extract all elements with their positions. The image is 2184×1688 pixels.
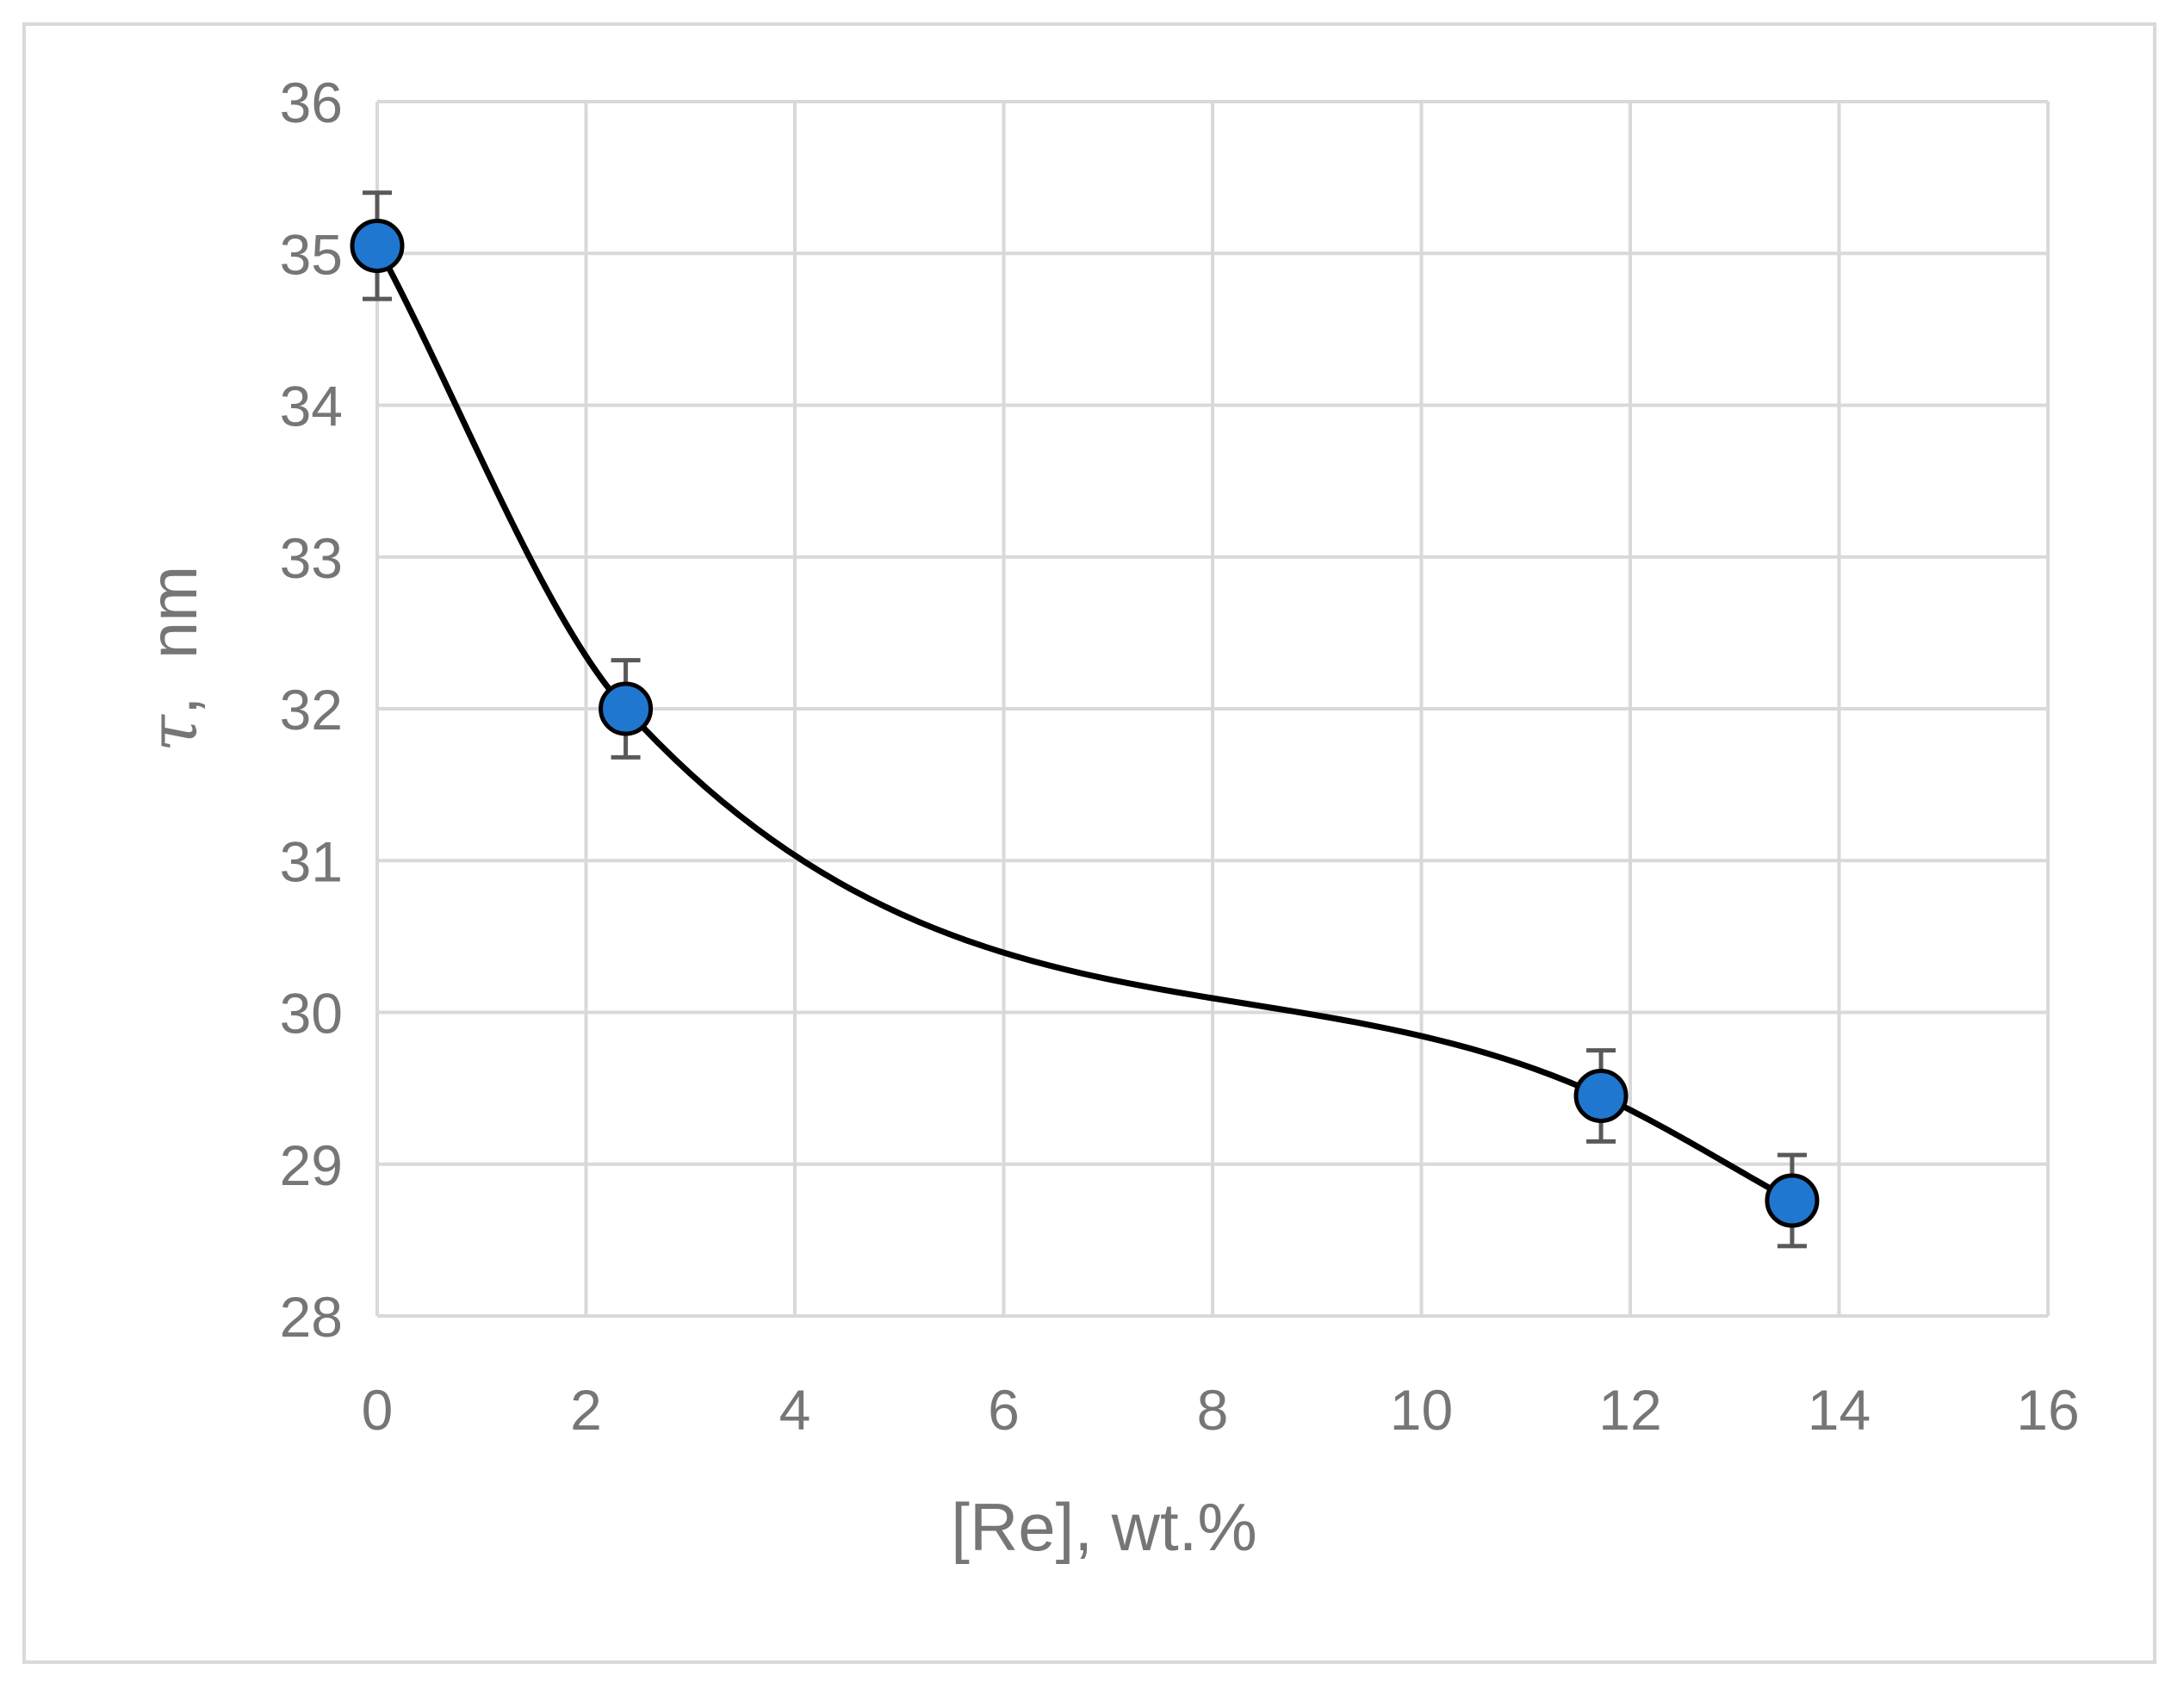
x-tick-label-0: 0 <box>362 1378 394 1442</box>
grid <box>375 100 2050 1318</box>
data-point-2 <box>1573 1068 1629 1123</box>
data-point-0 <box>350 218 405 273</box>
x-axis-ticks: 0 2 4 6 8 10 12 14 16 <box>362 1378 2080 1442</box>
x-tick-label-7: 14 <box>1808 1378 1871 1442</box>
y-tick-label-2: 30 <box>280 982 343 1046</box>
x-tick-label-1: 2 <box>570 1378 602 1442</box>
y-tick-label-4: 32 <box>280 678 343 742</box>
y-axis-unit: , nm <box>135 566 211 715</box>
x-tick-label-4: 8 <box>1197 1378 1229 1442</box>
x-axis-title: [Re], wt.% <box>951 1489 1256 1565</box>
y-tick-label-5: 33 <box>280 526 343 590</box>
y-axis-ticks: 28 29 30 31 32 33 34 35 36 <box>280 71 343 1349</box>
y-tick-label-6: 34 <box>280 375 343 438</box>
data-points <box>350 218 1820 1228</box>
x-tick-label-2: 4 <box>779 1378 811 1442</box>
y-tick-label-0: 28 <box>280 1285 343 1349</box>
x-tick-label-5: 10 <box>1390 1378 1453 1442</box>
trend-line <box>374 242 1796 1204</box>
data-point-3 <box>1765 1173 1820 1228</box>
y-axis-title: τ, nm <box>135 566 213 753</box>
x-tick-label-3: 6 <box>988 1378 1020 1442</box>
x-tick-label-6: 12 <box>1598 1378 1661 1442</box>
y-tick-label-1: 29 <box>280 1133 343 1197</box>
y-tick-label-8: 36 <box>280 71 343 134</box>
data-point-1 <box>599 681 654 736</box>
x-tick-label-8: 16 <box>2016 1378 2079 1442</box>
y-tick-label-3: 31 <box>280 829 343 893</box>
y-tick-label-7: 35 <box>280 222 343 286</box>
y-axis-symbol: τ <box>135 713 213 752</box>
